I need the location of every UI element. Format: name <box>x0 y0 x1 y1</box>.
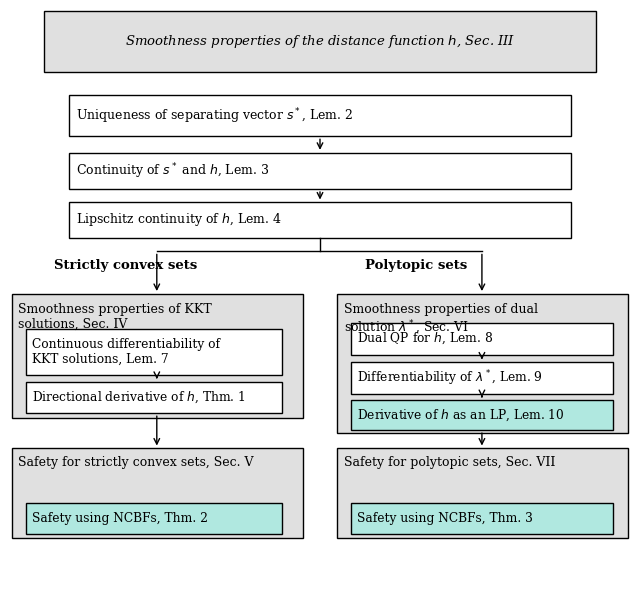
Text: Safety using NCBFs, Thm. 3: Safety using NCBFs, Thm. 3 <box>357 512 533 525</box>
Text: Safety for polytopic sets, Sec. VII: Safety for polytopic sets, Sec. VII <box>344 456 555 468</box>
Text: Uniqueness of separating vector $s^*$, Lem. 2: Uniqueness of separating vector $s^*$, L… <box>76 106 353 125</box>
FancyBboxPatch shape <box>44 11 596 72</box>
Text: Smoothness properties of KKT
solutions, Sec. IV: Smoothness properties of KKT solutions, … <box>18 303 212 331</box>
FancyBboxPatch shape <box>69 95 571 136</box>
FancyBboxPatch shape <box>351 503 613 534</box>
FancyBboxPatch shape <box>26 382 282 413</box>
FancyBboxPatch shape <box>351 362 613 394</box>
Text: Derivative of $h$ as an LP, Lem. 10: Derivative of $h$ as an LP, Lem. 10 <box>357 407 564 423</box>
FancyBboxPatch shape <box>351 323 613 355</box>
Text: Dual QP for $h$, Lem. 8: Dual QP for $h$, Lem. 8 <box>357 331 493 347</box>
FancyBboxPatch shape <box>69 153 571 189</box>
FancyBboxPatch shape <box>337 294 628 433</box>
Text: Differentiability of $\lambda^*$, Lem. 9: Differentiability of $\lambda^*$, Lem. 9 <box>357 368 543 388</box>
FancyBboxPatch shape <box>351 400 613 430</box>
FancyBboxPatch shape <box>69 202 571 238</box>
FancyBboxPatch shape <box>337 448 628 538</box>
Text: Strictly convex sets: Strictly convex sets <box>54 259 198 272</box>
FancyBboxPatch shape <box>12 448 303 538</box>
Text: Safety for strictly convex sets, Sec. V: Safety for strictly convex sets, Sec. V <box>18 456 253 468</box>
Text: Directional derivative of $h$, Thm. 1: Directional derivative of $h$, Thm. 1 <box>32 390 246 405</box>
FancyBboxPatch shape <box>12 294 303 418</box>
Text: Lipschitz continuity of $h$, Lem. 4: Lipschitz continuity of $h$, Lem. 4 <box>76 211 282 228</box>
FancyBboxPatch shape <box>26 503 282 534</box>
Text: Smoothness properties of dual
solution $\lambda^*$, Sec. VI: Smoothness properties of dual solution $… <box>344 303 538 337</box>
Text: Continuity of $s^*$ and $h$, Lem. 3: Continuity of $s^*$ and $h$, Lem. 3 <box>76 161 269 181</box>
Text: Continuous differentiability of
KKT solutions, Lem. 7: Continuous differentiability of KKT solu… <box>32 338 220 366</box>
Text: Safety using NCBFs, Thm. 2: Safety using NCBFs, Thm. 2 <box>32 512 208 525</box>
Text: Smoothness properties of the distance function $h$, Sec. III: Smoothness properties of the distance fu… <box>125 33 515 50</box>
FancyBboxPatch shape <box>26 329 282 375</box>
Text: Polytopic sets: Polytopic sets <box>365 259 467 272</box>
